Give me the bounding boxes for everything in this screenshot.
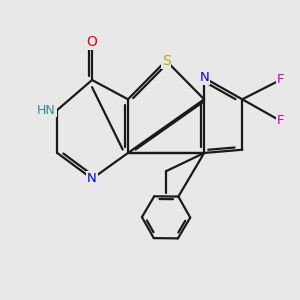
Text: N: N [87,172,97,185]
Text: F: F [277,74,284,86]
Text: N: N [199,71,209,84]
Text: S: S [162,54,170,68]
Text: HN: HN [37,103,56,116]
Text: F: F [277,114,284,127]
Text: O: O [87,35,98,50]
